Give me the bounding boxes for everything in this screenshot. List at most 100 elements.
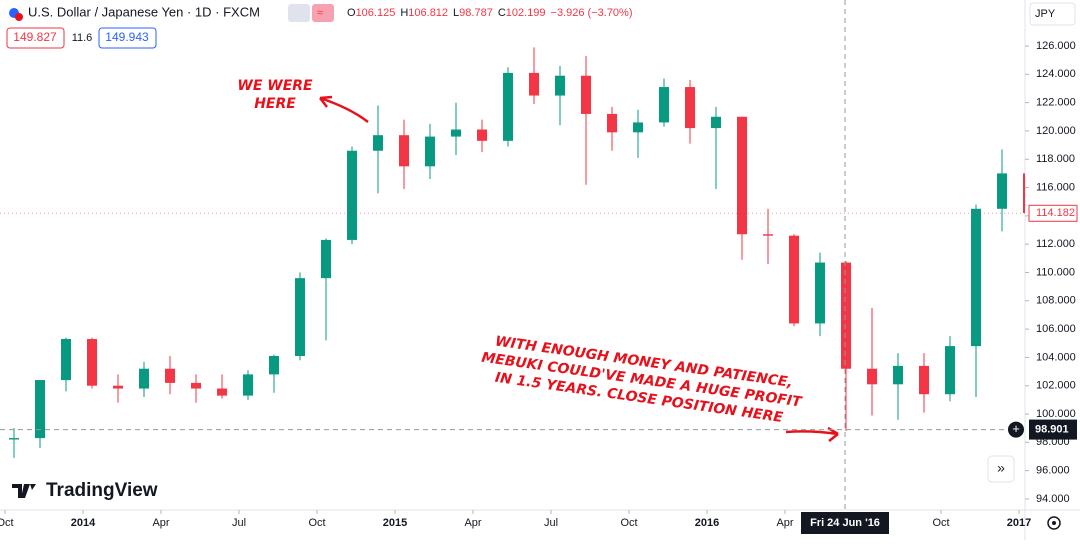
ohlc-legend: O106.125 H106.812 L98.787 C102.199 −3.926 (−… [347, 7, 633, 19]
candle-body [555, 75, 565, 96]
currency-button[interactable] [1029, 2, 1076, 26]
annotation-line: WE WERE [237, 78, 313, 94]
y-tick-label: 102.000 [1036, 380, 1076, 392]
candle-body [35, 380, 45, 439]
candle-body [1023, 173, 1025, 214]
y-tick-label: 120.000 [1036, 125, 1076, 137]
button[interactable] [288, 4, 310, 22]
spread: 11.6 [72, 32, 93, 44]
add-alert-button [1008, 421, 1024, 438]
crosshair-price-box [1029, 419, 1077, 440]
symbol-icon [15, 13, 23, 21]
candle-body [763, 234, 773, 236]
candle-body [503, 72, 513, 141]
y-tick-label: 110.000 [1036, 266, 1075, 278]
x-tick-label: 2016 [695, 517, 719, 529]
candle-body [685, 87, 695, 129]
sell-price[interactable]: 149.827 [13, 30, 57, 44]
candle-body [139, 368, 149, 389]
buy-button[interactable] [98, 27, 157, 49]
settings-icon [1052, 521, 1056, 525]
y-tick-label: 116.000 [1036, 181, 1075, 193]
candle-body [321, 239, 331, 279]
logo: TradingView [46, 480, 158, 501]
arrow [785, 426, 839, 442]
candle-body [841, 262, 851, 369]
icon: ≈ [317, 7, 323, 19]
candle-body [607, 113, 617, 133]
crosshair-date: Fri 24 Jun '16 [810, 517, 880, 529]
currency[interactable]: JPY [1035, 8, 1056, 20]
candle-body [347, 150, 357, 240]
candle-body [633, 122, 643, 133]
y-tick-label: 100.000 [1036, 408, 1076, 420]
candle-body [295, 278, 305, 356]
crosshair-date-box [801, 512, 889, 534]
candle-body [113, 385, 123, 389]
symbol-title[interactable]: U.S. Dollar / Japanese Yen · 1D · FXCM [28, 4, 260, 19]
last-price-box [1028, 204, 1078, 222]
last-price-label: 114.182 [1036, 207, 1075, 219]
candle-body [893, 365, 903, 385]
x-tick-label: 2015 [383, 517, 407, 529]
scroll-button[interactable] [987, 455, 1015, 483]
x-tick-label: 2017 [1007, 517, 1031, 529]
x-tick-label: Jul [544, 517, 558, 529]
candle-body [269, 355, 279, 375]
candle-body [425, 136, 435, 167]
x-tick-label: Jul [232, 517, 246, 529]
y-tick-label: 118.000 [1036, 153, 1075, 165]
candle-body [789, 235, 799, 324]
button[interactable] [312, 4, 334, 22]
ohlc-key: L [453, 7, 459, 19]
candle-body [997, 173, 1007, 209]
sell-button[interactable] [6, 27, 65, 49]
candle-body [867, 368, 877, 385]
logo-icon [12, 484, 36, 498]
candle-body [711, 116, 721, 129]
candle-body [659, 87, 669, 123]
candle-body [243, 374, 253, 396]
y-tick-label: 112.000 [1036, 238, 1075, 250]
arrow [319, 95, 369, 123]
settings-icon[interactable] [1047, 516, 1061, 530]
buy-price[interactable]: 149.943 [105, 30, 149, 44]
ohlc-key: H [400, 7, 408, 19]
candle-body [451, 129, 461, 137]
x-tick-label: Apr [152, 517, 169, 529]
ohlc-key: O [347, 7, 356, 19]
ohlc-value: 106.812 [408, 7, 448, 19]
candle-body [529, 72, 539, 96]
candle-body [477, 129, 487, 141]
x-tick-label: Apr [776, 517, 793, 529]
candle-body [737, 116, 747, 235]
x-tick-label: 2014 [71, 517, 96, 529]
candle-body [581, 75, 591, 114]
y-tick-label: 122.000 [1036, 97, 1076, 109]
crosshair-price: 98.901 [1035, 423, 1069, 435]
candle-body [87, 339, 97, 386]
plot-area [9, 47, 1025, 458]
candle-body [815, 262, 825, 324]
candle-body [399, 135, 409, 167]
icon: + [1012, 421, 1020, 436]
icon: » [997, 460, 1005, 476]
y-tick-label: 106.000 [1036, 323, 1076, 335]
x-tick-label: Oct [0, 517, 14, 529]
annotation: WITH ENOUGH MONEY AND PATIENCE,MEBUKI CO… [478, 332, 806, 429]
annotation-line: HERE [254, 96, 296, 112]
candle-body [61, 339, 71, 381]
ohlc-key: C [498, 7, 506, 19]
change: −3.926 (−3.70%) [551, 7, 633, 19]
candle-body [919, 365, 929, 395]
y-tick-label: 108.000 [1036, 295, 1076, 307]
candle-body [191, 382, 201, 389]
candle-body [373, 135, 383, 151]
candle-body [165, 368, 175, 383]
candle-body [945, 346, 955, 395]
ohlc-value: 106.125 [356, 7, 396, 19]
x-tick-label: Oct [932, 517, 949, 529]
y-tick-label: 96.000 [1036, 465, 1070, 477]
candle-body [217, 388, 227, 396]
ohlc-value: 102.199 [506, 7, 546, 19]
